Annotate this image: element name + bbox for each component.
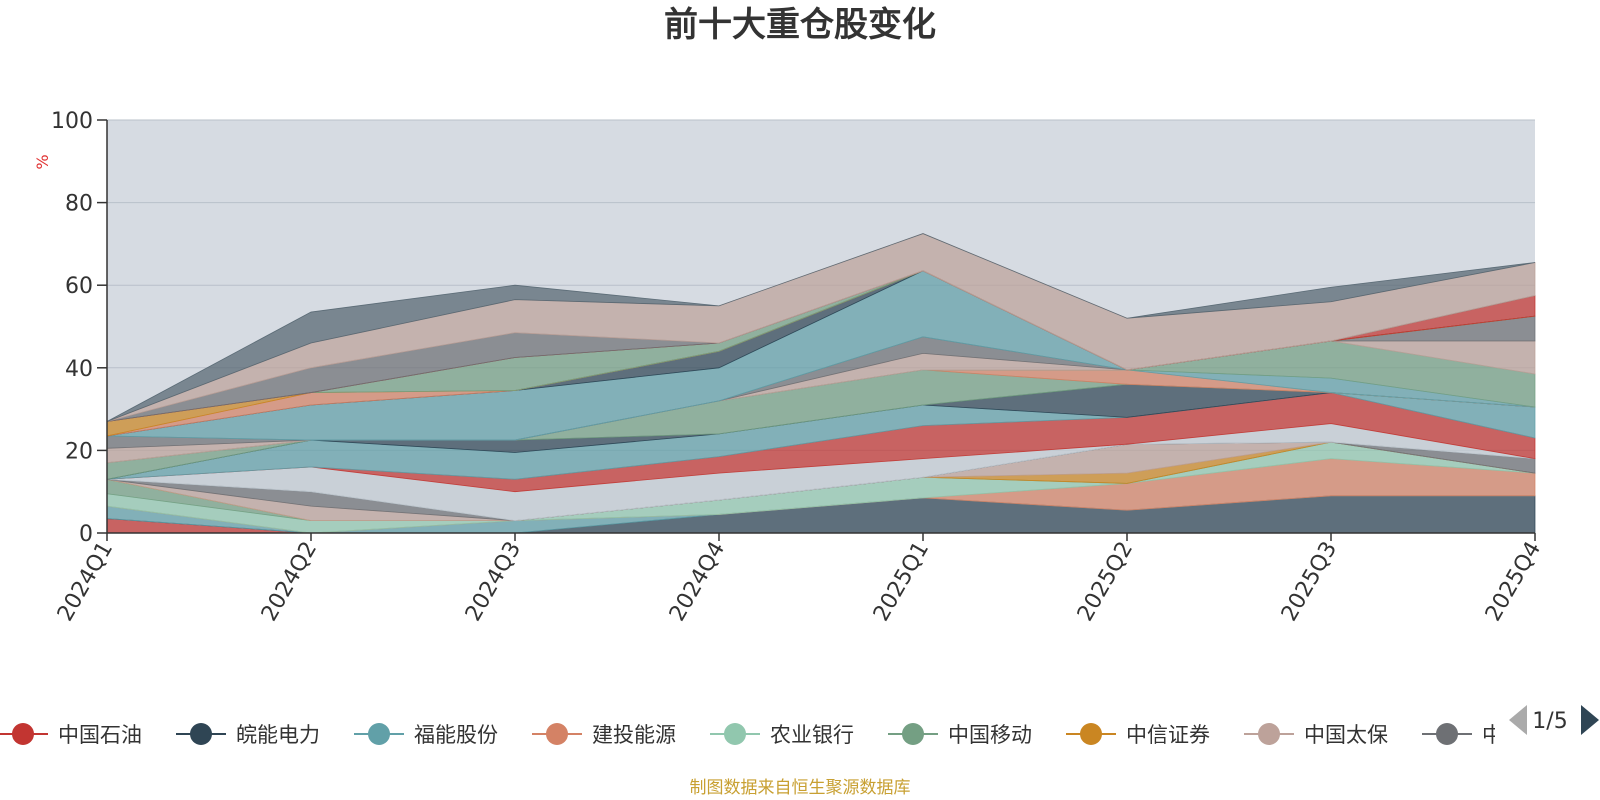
legend-item[interactable]: 中国神华 [1422, 723, 1566, 747]
x-tick-label: 2024Q1 [53, 538, 118, 626]
legend-marker [1436, 723, 1458, 745]
x-tick-label: 2025Q2 [1073, 538, 1138, 626]
legend-label: 中国太保 [1304, 723, 1388, 747]
y-tick-label: 60 [65, 274, 93, 299]
legend-marker [546, 723, 568, 745]
x-tick-label: 2024Q2 [257, 538, 322, 626]
legend-label: 中国移动 [948, 723, 1032, 747]
legend-marker [368, 723, 390, 745]
data-source-note: 制图数据来自恒生聚源数据库 [690, 778, 911, 798]
x-tick-label: 2024Q4 [665, 538, 730, 626]
x-tick-label: 2025Q1 [869, 538, 934, 626]
legend-next-page-icon[interactable] [1581, 705, 1599, 735]
x-axis-ticks: 2024Q1 2024Q2 2024Q3 2024Q4 2025Q1 2025Q2 2025… [53, 533, 1546, 626]
area-series[interactable] [106, 233, 1536, 534]
legend-marker [190, 723, 212, 745]
legend-item[interactable]: 建投能源 [532, 723, 676, 747]
legend-marker [902, 723, 924, 745]
legend-item[interactable]: 中国移动 [888, 723, 1032, 747]
legend-page-indicator: 1/5 [1532, 709, 1567, 734]
legend-label: 中信证券 [1126, 723, 1210, 747]
y-tick-label: 100 [51, 109, 93, 134]
legend-label: 福能股份 [414, 723, 498, 747]
y-tick-label: 0 [79, 522, 93, 547]
y-tick-label: 20 [65, 439, 93, 464]
legend-item[interactable]: 农业银行 [710, 723, 854, 747]
x-tick-label: 2025Q4 [1481, 538, 1546, 626]
legend-marker [12, 723, 34, 745]
x-tick-label: 2024Q3 [461, 538, 526, 626]
legend-marker [724, 723, 746, 745]
legend-label: 农业银行 [770, 723, 854, 747]
y-axis-ticks: 0 20 40 60 80 100 [51, 109, 107, 547]
axes [106, 120, 1535, 534]
legend-label: 建投能源 [592, 723, 676, 747]
legend-label: 中国神华 [1482, 723, 1566, 747]
y-axis-unit: % [33, 154, 52, 169]
area-series-28[interactable] [106, 233, 1536, 422]
legend-item[interactable]: 皖能电力 [176, 723, 320, 747]
legend-label: 中国石油 [58, 723, 142, 747]
legend-prev-page-icon[interactable] [1509, 705, 1527, 735]
legend-marker [1258, 723, 1280, 745]
legend[interactable]: 中国石油 皖能电力 福能股份 建投能源 农业银行 中国移动 中信证券 中国太保 中国神华 [0, 723, 1566, 747]
legend-label: 皖能电力 [236, 723, 320, 747]
legend-item[interactable]: 福能股份 [354, 723, 498, 747]
y-tick-label: 40 [65, 357, 93, 382]
legend-item[interactable]: 中国石油 [0, 723, 142, 747]
legend-marker [1080, 723, 1102, 745]
chart-title: 前十大重仓股变化 [664, 5, 936, 45]
y-tick-label: 80 [65, 192, 93, 217]
legend-item[interactable]: 中国太保 [1244, 723, 1388, 747]
legend-pager[interactable]: 1/5 [1509, 705, 1599, 735]
x-tick-label: 2025Q3 [1277, 538, 1342, 626]
legend-item[interactable]: 中信证券 [1066, 723, 1210, 747]
